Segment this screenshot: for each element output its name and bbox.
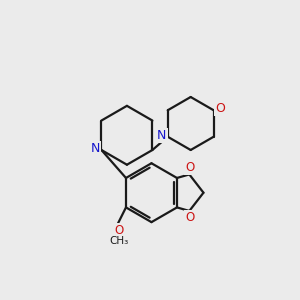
Text: O: O [185, 161, 195, 175]
Text: O: O [215, 102, 225, 115]
Text: N: N [157, 129, 167, 142]
Text: O: O [114, 224, 123, 237]
Text: O: O [185, 211, 195, 224]
Text: N: N [90, 142, 100, 155]
Text: CH₃: CH₃ [109, 236, 128, 246]
